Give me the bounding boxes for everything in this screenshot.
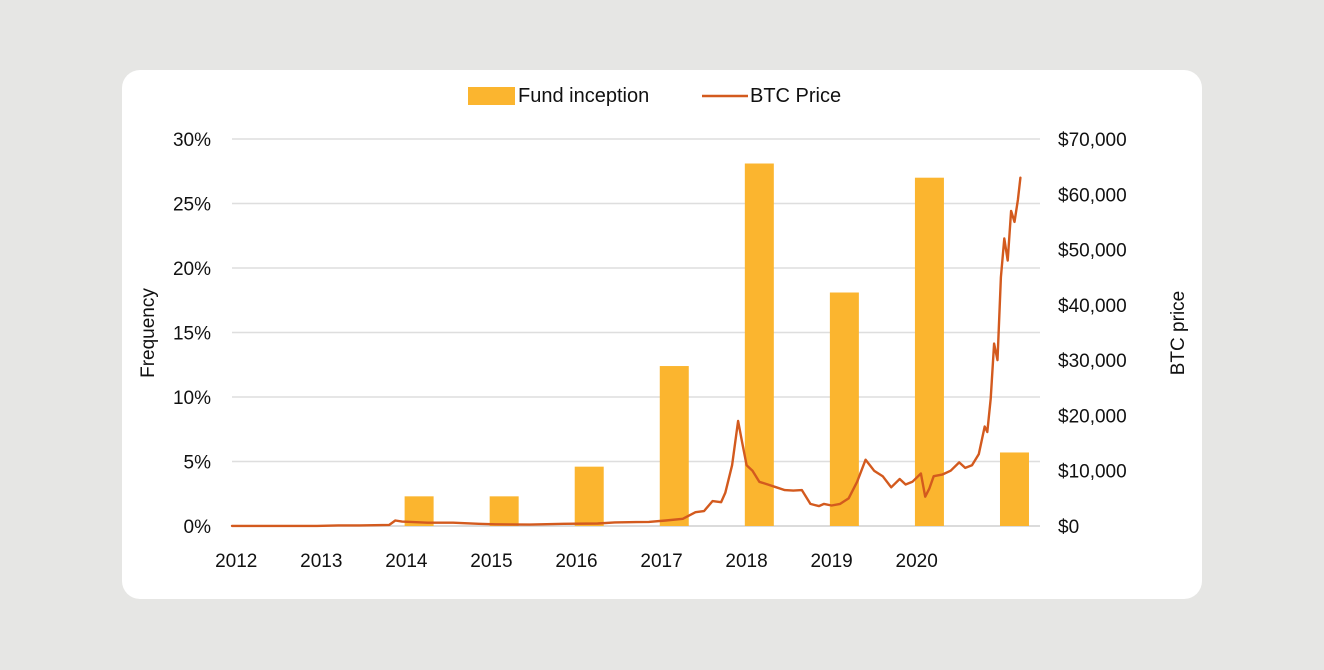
x-tick-label: 2013 [300, 551, 342, 572]
y2-tick-label: $60,000 [1058, 185, 1127, 206]
y2-tick-label: $0 [1058, 517, 1079, 538]
legend-label-line: BTC Price [750, 85, 841, 107]
x-tick-label: 2017 [640, 551, 682, 572]
legend-swatch-bars [468, 87, 515, 105]
y2-axis-title: BTC price [1168, 291, 1189, 375]
chart-svg: 0% 5% 10% 15% 20% 25% 30% $0 $10,000 $20,000 $30,0… [138, 85, 1189, 572]
x-tick-label: 2016 [555, 551, 597, 572]
y2-tick-label: $20,000 [1058, 406, 1127, 427]
y-tick-label: 25% [173, 195, 211, 216]
bar [489, 496, 519, 526]
x-tick-label: 2014 [385, 551, 428, 572]
y2-tick-label: $70,000 [1058, 130, 1127, 151]
x-tick-label: 2019 [810, 551, 852, 572]
y-tick-label: 5% [184, 453, 212, 474]
y-tick-label: 0% [184, 517, 212, 538]
bar [574, 466, 604, 526]
btc-price-line [230, 176, 1022, 528]
bar [914, 177, 944, 526]
y2-tick-label: $40,000 [1058, 296, 1127, 317]
y2-tick-label: $30,000 [1058, 351, 1127, 372]
y-tick-label: 10% [173, 388, 211, 409]
y2-tick-label: $50,000 [1058, 241, 1127, 262]
y-tick-label: 15% [173, 324, 211, 345]
chart-card: 0% 5% 10% 15% 20% 25% 30% $0 $10,000 $20,000 $30,0… [122, 70, 1202, 599]
y-axis-title: Frequency [138, 288, 159, 378]
x-tick-label: 2018 [725, 551, 767, 572]
y-tick-label: 20% [173, 259, 211, 280]
bar [829, 292, 859, 526]
y-tick-label: 30% [173, 130, 211, 151]
x-tick-label: 2012 [215, 551, 257, 572]
x-tick-label: 2020 [896, 551, 938, 572]
bar [659, 366, 689, 526]
x-tick-label: 2015 [470, 551, 512, 572]
legend-label-bars: Fund inception [518, 85, 649, 107]
y2-tick-label: $10,000 [1058, 462, 1127, 483]
bar [999, 452, 1029, 526]
bar [744, 163, 774, 526]
